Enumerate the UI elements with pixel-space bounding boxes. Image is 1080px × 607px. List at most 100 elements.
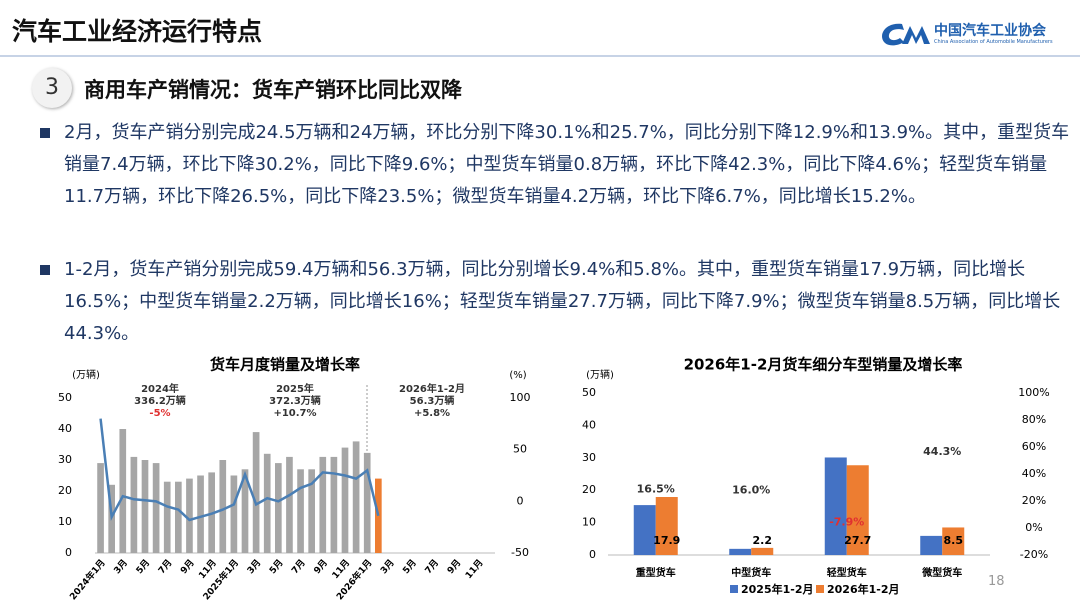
y-tick-label: 40 — [582, 418, 596, 431]
x-tick-label: 11月 — [463, 557, 485, 581]
x-tick-label: 中型货车 — [731, 566, 771, 579]
bar — [130, 456, 138, 553]
logo-mark — [882, 23, 930, 46]
bar — [252, 432, 260, 553]
y2-tick-label: 60% — [1022, 440, 1046, 453]
bar — [308, 469, 315, 553]
logo-subtext: China Association of Automobile Manufact… — [934, 39, 1053, 45]
x-tick-label: 3月 — [112, 557, 130, 576]
bar — [197, 475, 204, 553]
bar — [141, 460, 149, 553]
header-rule — [0, 55, 1080, 57]
y-tick-label: 50 — [58, 391, 72, 404]
y-tick-label: 30 — [58, 453, 72, 466]
y2-tick-label: 80% — [1022, 413, 1046, 426]
y-tick-label: 10 — [582, 516, 596, 529]
bar — [175, 481, 182, 553]
bar — [186, 478, 193, 553]
bar — [163, 481, 171, 553]
x-tick-label: 7月 — [423, 557, 441, 576]
bar — [920, 535, 943, 555]
y-tick-label: 0 — [589, 548, 596, 561]
bullet: 1-2月，货车产销分别完成59.4万辆和56.3万辆，同比分别增长9.4%和5.… — [40, 254, 1074, 350]
x-tick-label: 5月 — [267, 557, 285, 576]
bullet: 2月，货车产销分别完成24.5万辆和24万辆，环比分别下降30.1%和25.7%… — [40, 117, 1074, 213]
legend-swatch — [730, 585, 738, 593]
annotation: -5% — [149, 408, 170, 419]
y-unit: (万辆) — [72, 368, 100, 381]
legend-swatch — [816, 585, 824, 593]
y2-tick-label: 50 — [513, 443, 527, 456]
annotation: 2025年 — [276, 382, 314, 395]
bar — [751, 547, 774, 555]
y2-unit: (%) — [509, 370, 526, 381]
x-tick-label: 11月 — [330, 557, 352, 581]
growth-label: 16.0% — [732, 483, 770, 496]
value-label: 2.2 — [753, 534, 773, 547]
y2-tick-label: 40% — [1022, 467, 1046, 480]
value-label: 27.7 — [844, 534, 871, 547]
y2-tick-label: 100% — [1018, 386, 1049, 399]
line — [99, 418, 380, 522]
x-tick-label: 3月 — [378, 557, 396, 576]
x-tick-label: 9月 — [312, 557, 330, 576]
chart-title: 货车月度销量及增长率 — [210, 356, 360, 374]
y2-tick-label: -20% — [1020, 548, 1048, 561]
bar — [352, 441, 360, 553]
annotation: 2024年 — [141, 382, 179, 395]
bar — [341, 447, 349, 553]
y-tick-label: 30 — [582, 451, 596, 464]
annotation: 2026年1-2月 — [399, 382, 465, 395]
x-tick-label: 2024年1月 — [67, 557, 108, 602]
x-tick-label: 7月 — [290, 557, 308, 576]
y-tick-label: 0 — [65, 546, 72, 559]
value-label: 17.9 — [653, 534, 680, 547]
section-number: 3 — [32, 68, 72, 108]
y-unit: (万辆) — [586, 368, 614, 381]
section-title: 商用车产销情况：货车产销环比同比双降 — [84, 78, 462, 102]
growth-label: 44.3% — [923, 445, 961, 458]
annotation: +5.8% — [414, 408, 450, 419]
x-tick-label: 9月 — [445, 557, 463, 576]
bar — [275, 463, 282, 553]
x-tick-label: 轻型货车 — [827, 566, 867, 579]
chart-title: 2026年1-2月货车细分车型销量及增长率 — [684, 356, 963, 374]
value-label: 8.5 — [944, 534, 964, 547]
y-tick-label: 10 — [58, 515, 72, 528]
x-tick-label: 11月 — [197, 557, 219, 581]
y2-tick-label: 0 — [517, 494, 524, 507]
x-tick-label: 3月 — [245, 557, 263, 576]
x-tick-label: 5月 — [134, 557, 152, 576]
x-tick-label: 重型货车 — [636, 566, 676, 579]
x-tick-label: 9月 — [178, 557, 196, 576]
bar — [942, 527, 965, 555]
y2-tick-label: 20% — [1022, 494, 1046, 507]
logo-text: 中国汽车工业协会 — [934, 23, 1046, 39]
bar — [729, 548, 752, 555]
annotation: 372.3万辆 — [269, 394, 321, 407]
bar — [319, 456, 327, 553]
legend-label: 2025年1-2月 — [741, 582, 814, 596]
x-tick-label: 微型货车 — [921, 566, 962, 579]
bar — [152, 463, 160, 553]
bar — [97, 463, 104, 553]
bar — [824, 457, 847, 555]
y-tick-label: 20 — [58, 484, 72, 497]
bar — [219, 460, 227, 553]
growth-label: -7.9% — [829, 516, 864, 529]
y-tick-label: 20 — [582, 483, 596, 496]
bar — [241, 469, 249, 553]
bar — [846, 465, 869, 555]
bar — [119, 429, 127, 553]
annotation: 56.3万辆 — [410, 394, 455, 407]
y-tick-label: 40 — [58, 422, 72, 435]
y2-tick-label: 0% — [1025, 521, 1042, 534]
y2-tick-label: -50 — [511, 546, 529, 559]
bar — [633, 505, 656, 555]
slide-title: 汽车工业经济运行特点 — [12, 17, 263, 46]
x-tick-label: 7月 — [156, 557, 174, 576]
y2-tick-label: 100 — [510, 391, 531, 404]
annotation: 336.2万辆 — [134, 394, 186, 407]
